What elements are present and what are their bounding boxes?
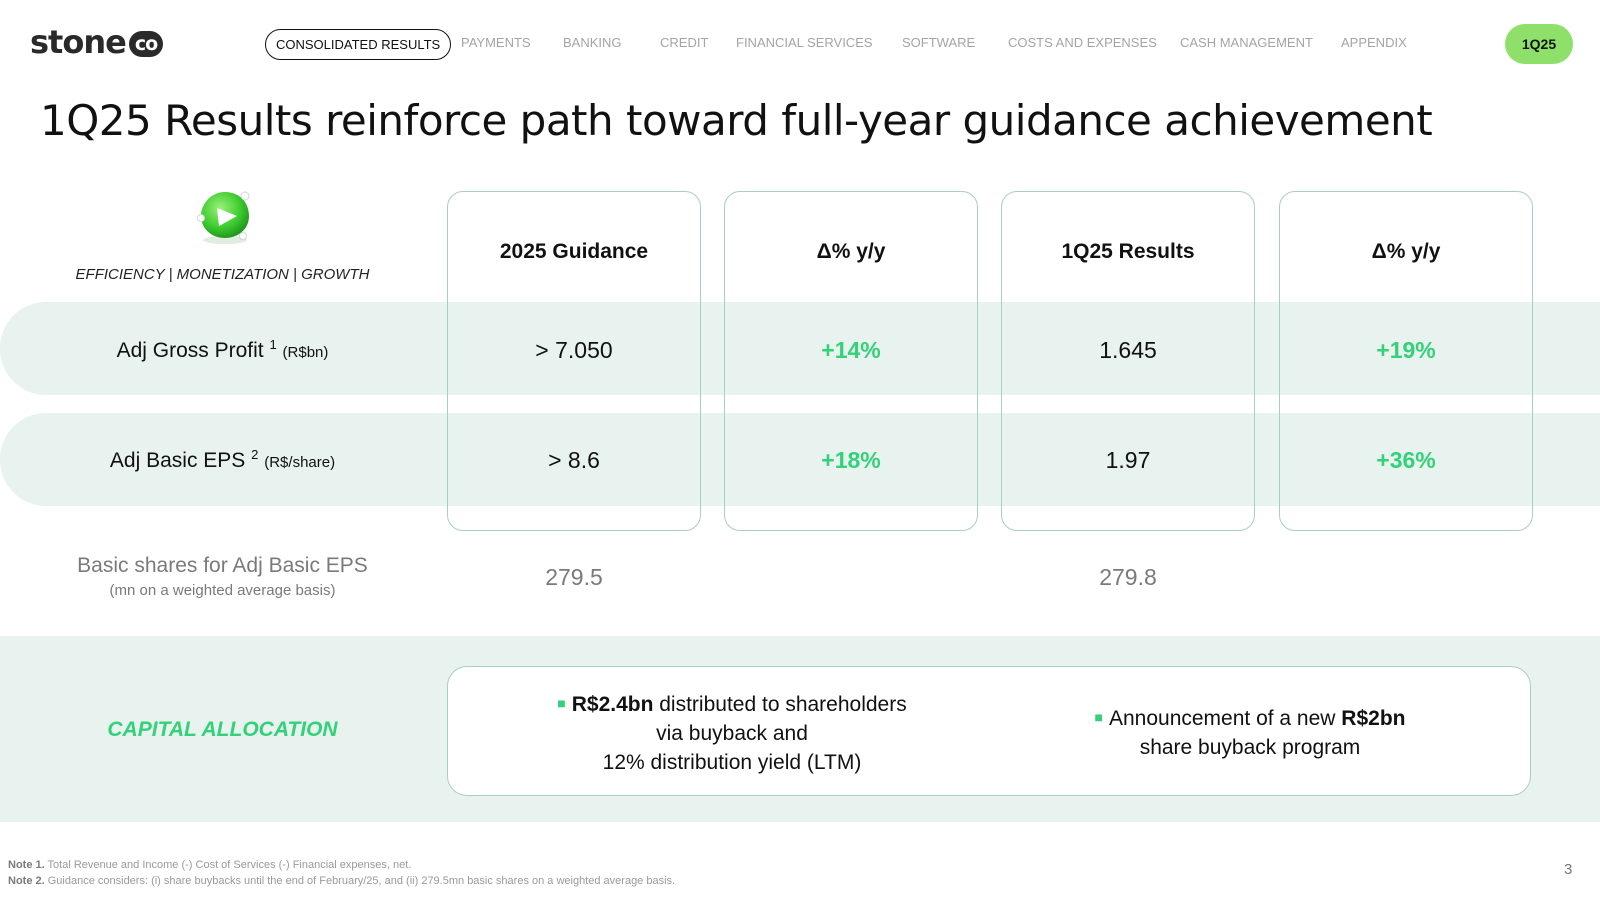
bullet-text: Announcement of a new <box>1108 707 1342 730</box>
metric-name: Adj Gross Profit <box>116 339 264 362</box>
gross-profit-guidance: > 7.050 <box>535 337 613 363</box>
bullet-bold-amount: R$2.4bn <box>571 693 654 716</box>
footnote-1: Note 1. Total Revenue and Income (-) Cos… <box>8 857 675 873</box>
eps-results-delta: +36% <box>1376 447 1436 473</box>
bullet-line: ■ Announcement of a new R$2bn <box>1040 703 1460 733</box>
column-header-guidance: 2025 Guidance <box>499 240 649 263</box>
section-nav: CONSOLIDATED RESULTS PAYMENTS BANKING CR… <box>0 0 1600 90</box>
footnote-text: Total Revenue and Income (-) Cost of Ser… <box>44 859 412 871</box>
nav-financial-services[interactable]: FINANCIAL SERVICES <box>736 35 873 50</box>
basic-shares-sublabel: (mn on a weighted average basis) <box>109 582 336 599</box>
footnote-label: Note 2. <box>8 875 45 887</box>
basic-shares-results: 279.8 <box>1099 564 1157 590</box>
nav-banking[interactable]: BANKING <box>563 35 622 50</box>
bullet-line: share buyback program <box>1139 736 1361 759</box>
nav-credit[interactable]: CREDIT <box>660 35 709 50</box>
period-badge[interactable]: 1Q25 <box>1505 24 1573 64</box>
nav-costs-and-expenses[interactable]: COSTS AND EXPENSES <box>1008 35 1157 50</box>
column-card-results <box>1001 191 1255 531</box>
flywheel-emblem-icon <box>197 191 250 244</box>
metric-name: Adj Basic EPS <box>109 449 246 472</box>
nav-software[interactable]: SOFTWARE <box>902 35 976 50</box>
eps-guidance: > 8.6 <box>548 447 600 473</box>
footnote-marker: 2 <box>251 447 259 462</box>
footnote-2: Note 2. Guidance considers: (i) share bu… <box>8 873 675 889</box>
bullet-line: ■ R$2.4bn distributed to shareholders <box>497 689 967 719</box>
logo-badge: co <box>128 31 164 57</box>
row-band-eps <box>0 413 1600 506</box>
nav-consolidated-results[interactable]: CONSOLIDATED RESULTS <box>265 29 452 60</box>
page-number: 3 <box>1564 861 1573 878</box>
bullet-square-icon: ■ <box>1094 709 1103 725</box>
bullet-buyback-announcement: ■ Announcement of a new R$2bn share buyba… <box>1040 703 1460 762</box>
capital-allocation-card <box>447 666 1531 796</box>
bullet-square-icon: ■ <box>557 695 566 711</box>
footnote-marker: 1 <box>269 337 277 352</box>
bullet-distribution: ■ R$2.4bn distributed to shareholders via… <box>497 689 967 777</box>
row-label-eps: Adj Basic EPS 2 (R$/share) <box>20 447 425 473</box>
column-card-guidance <box>447 191 701 531</box>
bullet-line: 12% distribution yield (LTM) <box>602 751 862 774</box>
column-card-results-delta <box>1279 191 1533 531</box>
bullet-bold-amount: R$2bn <box>1341 707 1406 730</box>
bullet-line: via buyback and <box>656 722 808 745</box>
row-band-gross-profit <box>0 302 1600 395</box>
logo-text: stone <box>30 23 127 61</box>
column-header-results-delta: Δ% y/y <box>1371 240 1441 263</box>
eps-results: 1.97 <box>1105 447 1151 473</box>
footnote-label: Note 1. <box>8 859 45 871</box>
capital-allocation-label: CAPITAL ALLOCATION <box>107 718 338 741</box>
column-header-results: 1Q25 Results <box>1061 240 1195 263</box>
basic-shares-guidance: 279.5 <box>545 564 603 590</box>
eps-guidance-delta: +18% <box>821 447 881 473</box>
nav-cash-management[interactable]: CASH MANAGEMENT <box>1180 35 1313 50</box>
bullet-text: distributed to shareholders <box>653 693 907 716</box>
gross-profit-results: 1.645 <box>1099 337 1157 363</box>
column-card-guidance-delta <box>724 191 978 531</box>
basic-shares-label: Basic shares for Adj Basic EPS <box>77 554 368 577</box>
nav-payments[interactable]: PAYMENTS <box>461 35 531 50</box>
footnote-text: Guidance considers: (i) share buybacks u… <box>44 875 676 887</box>
gross-profit-results-delta: +19% <box>1376 337 1436 363</box>
tagline: EFFICIENCY | MONETIZATION | GROWTH <box>75 266 370 283</box>
footnotes: Note 1. Total Revenue and Income (-) Cos… <box>8 857 675 889</box>
column-header-guidance-delta: Δ% y/y <box>816 240 886 263</box>
stoneco-logo: stone co <box>30 23 164 61</box>
row-label-gross-profit: Adj Gross Profit 1 (R$bn) <box>20 337 425 363</box>
page-title: 1Q25 Results reinforce path toward full-… <box>40 96 1433 145</box>
metric-unit: (R$bn) <box>282 344 329 361</box>
nav-appendix[interactable]: APPENDIX <box>1341 35 1407 50</box>
metric-unit: (R$/share) <box>264 454 336 471</box>
gross-profit-guidance-delta: +14% <box>821 337 881 363</box>
